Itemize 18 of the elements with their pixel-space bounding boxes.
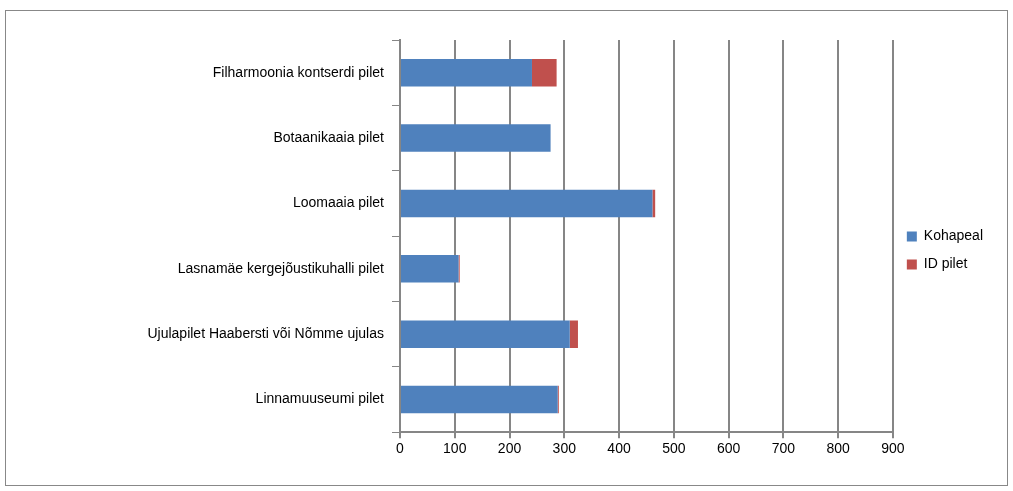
y-tick-label: Loomaaia pilet xyxy=(292,194,385,211)
x-tick-label: 300 xyxy=(552,440,577,457)
x-tick-label: 0 xyxy=(396,440,405,457)
x-tick-label: 900 xyxy=(881,440,905,457)
y-tick-label: Linnamuuseumi pilet xyxy=(255,390,385,407)
x-tick-label: 500 xyxy=(662,440,686,457)
y-tick-label: Botaanikaaia pilet xyxy=(273,128,385,145)
y-tick-label: Ujulapilet Haabersti või Nõmme ujulas xyxy=(147,325,384,342)
legend-label: ID pilet xyxy=(923,255,968,272)
x-tick-label: 800 xyxy=(826,440,850,457)
y-tick-label: Filharmoonia kontserdi pilet xyxy=(212,63,385,80)
x-tick-label: 700 xyxy=(771,440,796,457)
x-tick-label: 100 xyxy=(443,440,467,457)
x-tick-label: 200 xyxy=(497,440,522,457)
legend-label: Kohapeal xyxy=(923,227,984,244)
x-tick-label: 600 xyxy=(716,440,741,457)
x-tick-label: 400 xyxy=(607,440,631,457)
y-tick-label: Lasnamäe kergejõustikuhalli pilet xyxy=(177,259,385,276)
